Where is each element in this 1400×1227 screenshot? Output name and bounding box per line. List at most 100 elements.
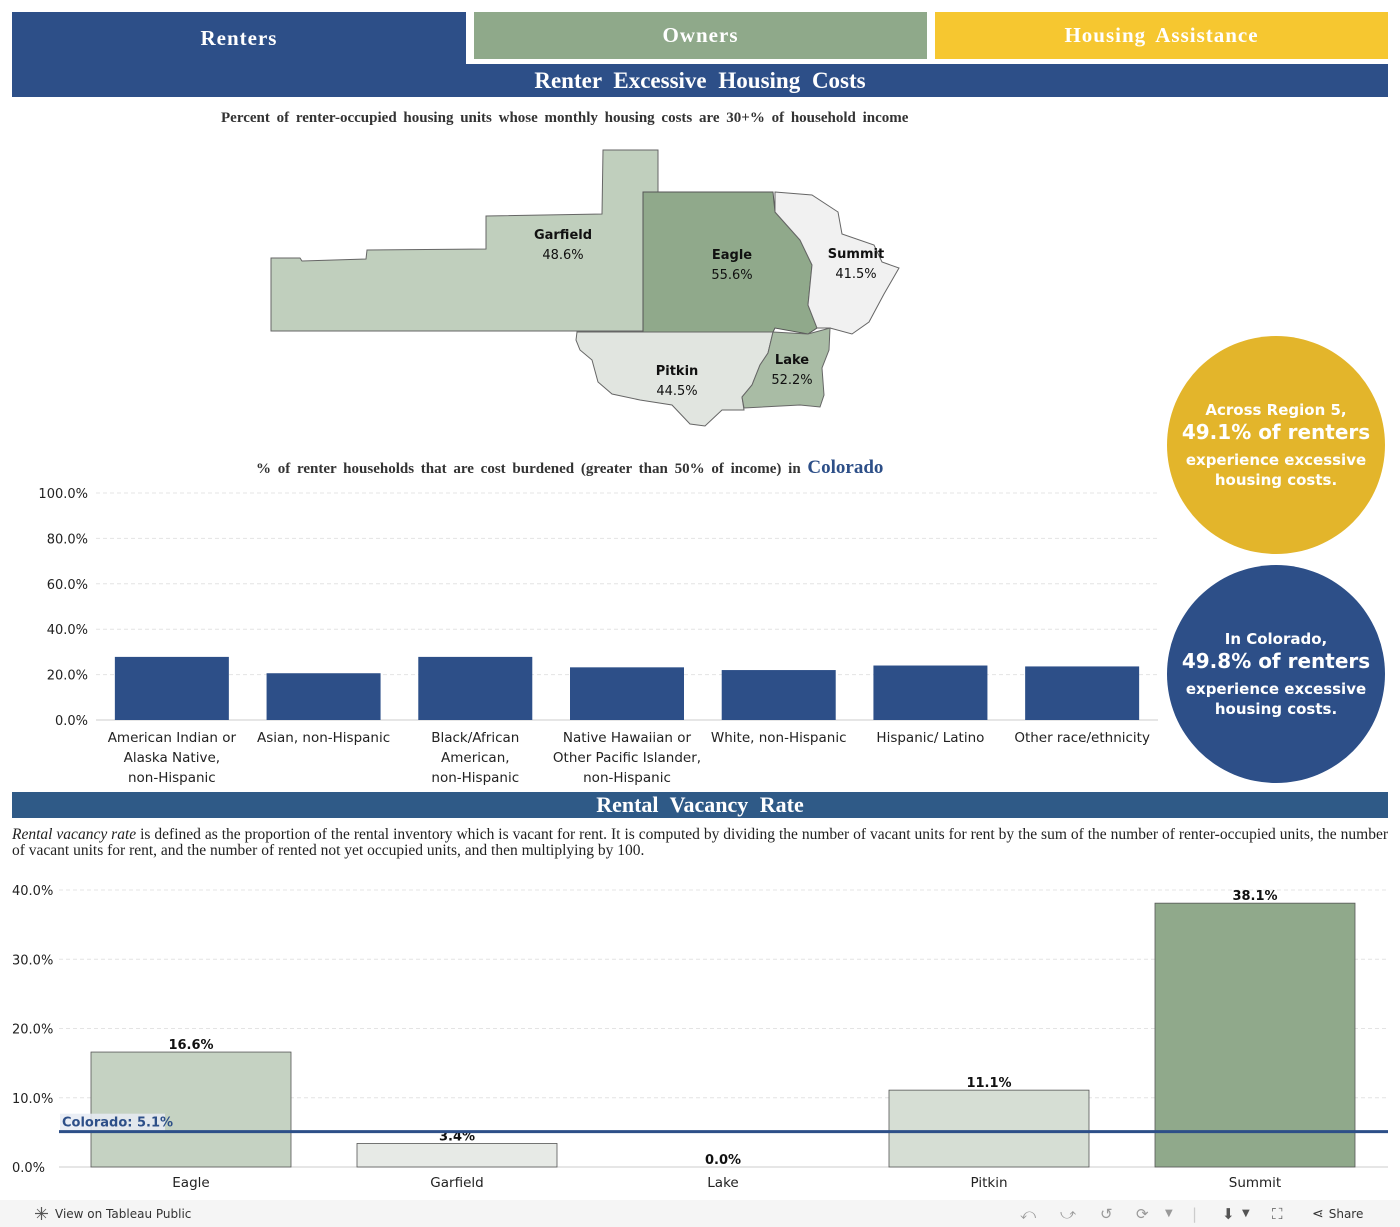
map-label-garfield: Garfield 48.6% bbox=[523, 226, 603, 266]
vacancy-data-label: 38.1% bbox=[1232, 889, 1277, 904]
share-button[interactable]: ⋖ Share bbox=[1312, 1206, 1363, 1222]
burden-y-tick-label: 40.0% bbox=[47, 623, 88, 638]
map-label-lake: Lake 52.2% bbox=[752, 351, 832, 391]
refresh-icon[interactable]: ⟳ bbox=[1136, 1205, 1149, 1223]
colorado-summary-circle: In Colorado, 49.8% of renters experience… bbox=[1167, 565, 1385, 783]
burden-category-label: American Indian or bbox=[108, 730, 237, 746]
vacancy-data-label: 16.6% bbox=[168, 1038, 213, 1053]
burden-y-tick-label: 60.0% bbox=[47, 578, 88, 593]
download-icon[interactable]: ⬇ bbox=[1222, 1205, 1235, 1223]
map-label-garfield-value: 48.6% bbox=[542, 248, 584, 263]
vacancy-y-tick-label: 20.0% bbox=[12, 1023, 53, 1038]
fullscreen-icon[interactable]: ⛶ bbox=[1272, 1205, 1283, 1223]
vacancy-category-label: Lake bbox=[707, 1175, 738, 1191]
burden-bar[interactable] bbox=[873, 665, 988, 720]
vacancy-description: Rental vacancy rate is defined as the pr… bbox=[12, 827, 1388, 859]
colorado-circle-line2: experience excessive bbox=[1185, 680, 1367, 698]
region-summary-circle: Across Region 5, 49.1% of renters experi… bbox=[1167, 336, 1385, 554]
tab-housing-assistance[interactable]: Housing Assistance bbox=[935, 12, 1388, 59]
map-label-garfield-name: Garfield bbox=[533, 228, 593, 243]
map-label-eagle-name: Eagle bbox=[711, 248, 753, 263]
vacancy-description-term: Rental vacancy rate bbox=[12, 826, 137, 843]
region-circle-highlight: 49.1% of renters bbox=[1181, 420, 1371, 444]
burden-category-label: Asian, non-Hispanic bbox=[257, 730, 390, 746]
tab-owners[interactable]: Owners bbox=[474, 12, 927, 59]
burden-bar[interactable] bbox=[570, 667, 684, 720]
section-title-excessive-costs: Renter Excessive Housing Costs bbox=[12, 64, 1388, 97]
burden-bar[interactable] bbox=[418, 656, 533, 720]
tab-housing-assistance-label: Housing Assistance bbox=[1064, 23, 1259, 47]
colorado-circle-line3: housing costs. bbox=[1214, 700, 1338, 718]
vacancy-bar[interactable] bbox=[356, 1143, 558, 1168]
vacancy-category-label: Eagle bbox=[172, 1175, 209, 1191]
burden-bar[interactable] bbox=[114, 656, 229, 720]
vacancy-y-tick-label: 0.0% bbox=[12, 1161, 45, 1176]
map-region-summit[interactable] bbox=[774, 191, 900, 335]
burden-category-label: Black/African bbox=[431, 730, 519, 746]
toolbar-divider: | bbox=[1192, 1205, 1198, 1223]
map-label-lake-name: Lake bbox=[774, 353, 810, 368]
burden-category-label: Hispanic/ Latino bbox=[876, 730, 984, 746]
map-label-pitkin-name: Pitkin bbox=[655, 364, 699, 379]
burden-chart-title: % of renter households that are cost bur… bbox=[256, 457, 883, 479]
tab-renters[interactable]: Renters bbox=[12, 12, 466, 64]
burden-bar[interactable] bbox=[266, 673, 381, 720]
reference-line-label: Colorado: 5.1% bbox=[62, 1116, 173, 1131]
undo-icon[interactable]: ⤺ bbox=[1020, 1205, 1037, 1223]
map-label-summit: Summit 41.5% bbox=[816, 245, 896, 285]
burden-category-label: Alaska Native, bbox=[124, 750, 220, 766]
colorado-circle-line1: In Colorado, bbox=[1224, 630, 1328, 648]
burden-category-label: non-Hispanic bbox=[583, 770, 671, 786]
vacancy-data-label: 3.4% bbox=[439, 1129, 475, 1144]
burden-y-tick-label: 80.0% bbox=[47, 532, 88, 547]
map-label-summit-name: Summit bbox=[827, 247, 885, 262]
tableau-footer: View on Tableau Public ⤺ ⤻ ↺ ⟳ ▼ | ⬇ ▼ ⛶… bbox=[0, 1200, 1400, 1227]
vacancy-category-label: Garfield bbox=[430, 1175, 483, 1191]
burden-category-label: White, non-Hispanic bbox=[711, 730, 847, 746]
burden-chart-title-prefix: % of renter households that are cost bur… bbox=[256, 461, 801, 477]
burden-category-label: Native Hawaiian or bbox=[563, 730, 692, 746]
vacancy-data-label: 0.0% bbox=[705, 1153, 741, 1168]
vacancy-y-tick-label: 40.0% bbox=[12, 884, 53, 899]
burden-category-label: Other race/ethnicity bbox=[1014, 730, 1150, 746]
map-label-eagle: Eagle 55.6% bbox=[692, 246, 772, 286]
revert-icon[interactable]: ↺ bbox=[1100, 1205, 1113, 1223]
redo-icon[interactable]: ⤻ bbox=[1060, 1205, 1077, 1223]
county-map bbox=[270, 149, 900, 427]
vacancy-category-label: Pitkin bbox=[970, 1175, 1007, 1191]
share-icon: ⋖ bbox=[1312, 1206, 1324, 1222]
burden-bar[interactable] bbox=[721, 670, 836, 720]
vacancy-bar[interactable] bbox=[888, 1089, 1090, 1168]
burden-y-tick-label: 100.0% bbox=[38, 487, 88, 502]
burden-category-label: non-Hispanic bbox=[431, 770, 519, 786]
map-label-lake-value: 52.2% bbox=[771, 373, 813, 388]
burden-y-tick-label: 20.0% bbox=[47, 669, 88, 684]
refresh-dropdown-icon[interactable]: ▼ bbox=[1165, 1208, 1173, 1219]
burden-y-tick-label: 0.0% bbox=[55, 714, 88, 729]
tableau-logo-icon bbox=[35, 1207, 48, 1220]
tab-owners-label: Owners bbox=[662, 23, 739, 47]
burden-bar[interactable] bbox=[1025, 666, 1140, 720]
vacancy-description-body: is defined as the proportion of the rent… bbox=[12, 826, 1388, 859]
map-region-lake[interactable] bbox=[741, 327, 831, 409]
view-on-tableau-link[interactable]: View on Tableau Public bbox=[34, 1206, 191, 1221]
map-subtitle: Percent of renter-occupied housing units… bbox=[221, 110, 909, 126]
map-label-pitkin-value: 44.5% bbox=[656, 384, 698, 399]
vacancy-bar[interactable] bbox=[1154, 902, 1356, 1168]
section-title-text: Renter Excessive Housing Costs bbox=[534, 67, 866, 93]
region-circle-line3: housing costs. bbox=[1214, 471, 1338, 489]
vacancy-category-label: Summit bbox=[1229, 1175, 1281, 1191]
region-circle-line1: Across Region 5, bbox=[1205, 401, 1347, 419]
burden-category-label: non-Hispanic bbox=[128, 770, 216, 786]
burden-chart-title-place[interactable]: Colorado bbox=[807, 457, 884, 478]
colorado-circle-highlight: 49.8% of renters bbox=[1181, 649, 1371, 673]
section-title-vacancy: Rental Vacancy Rate bbox=[12, 792, 1388, 818]
section-title-vacancy-text: Rental Vacancy Rate bbox=[596, 792, 804, 817]
vacancy-y-tick-label: 30.0% bbox=[12, 953, 53, 968]
map-label-summit-value: 41.5% bbox=[835, 267, 877, 282]
vacancy-y-tick-label: 10.0% bbox=[12, 1092, 53, 1107]
view-on-tableau-text: View on Tableau Public bbox=[55, 1206, 192, 1221]
region-circle-line2: experience excessive bbox=[1185, 451, 1367, 469]
download-dropdown-icon[interactable]: ▼ bbox=[1242, 1208, 1250, 1219]
vacancy-bar[interactable] bbox=[90, 1051, 292, 1168]
